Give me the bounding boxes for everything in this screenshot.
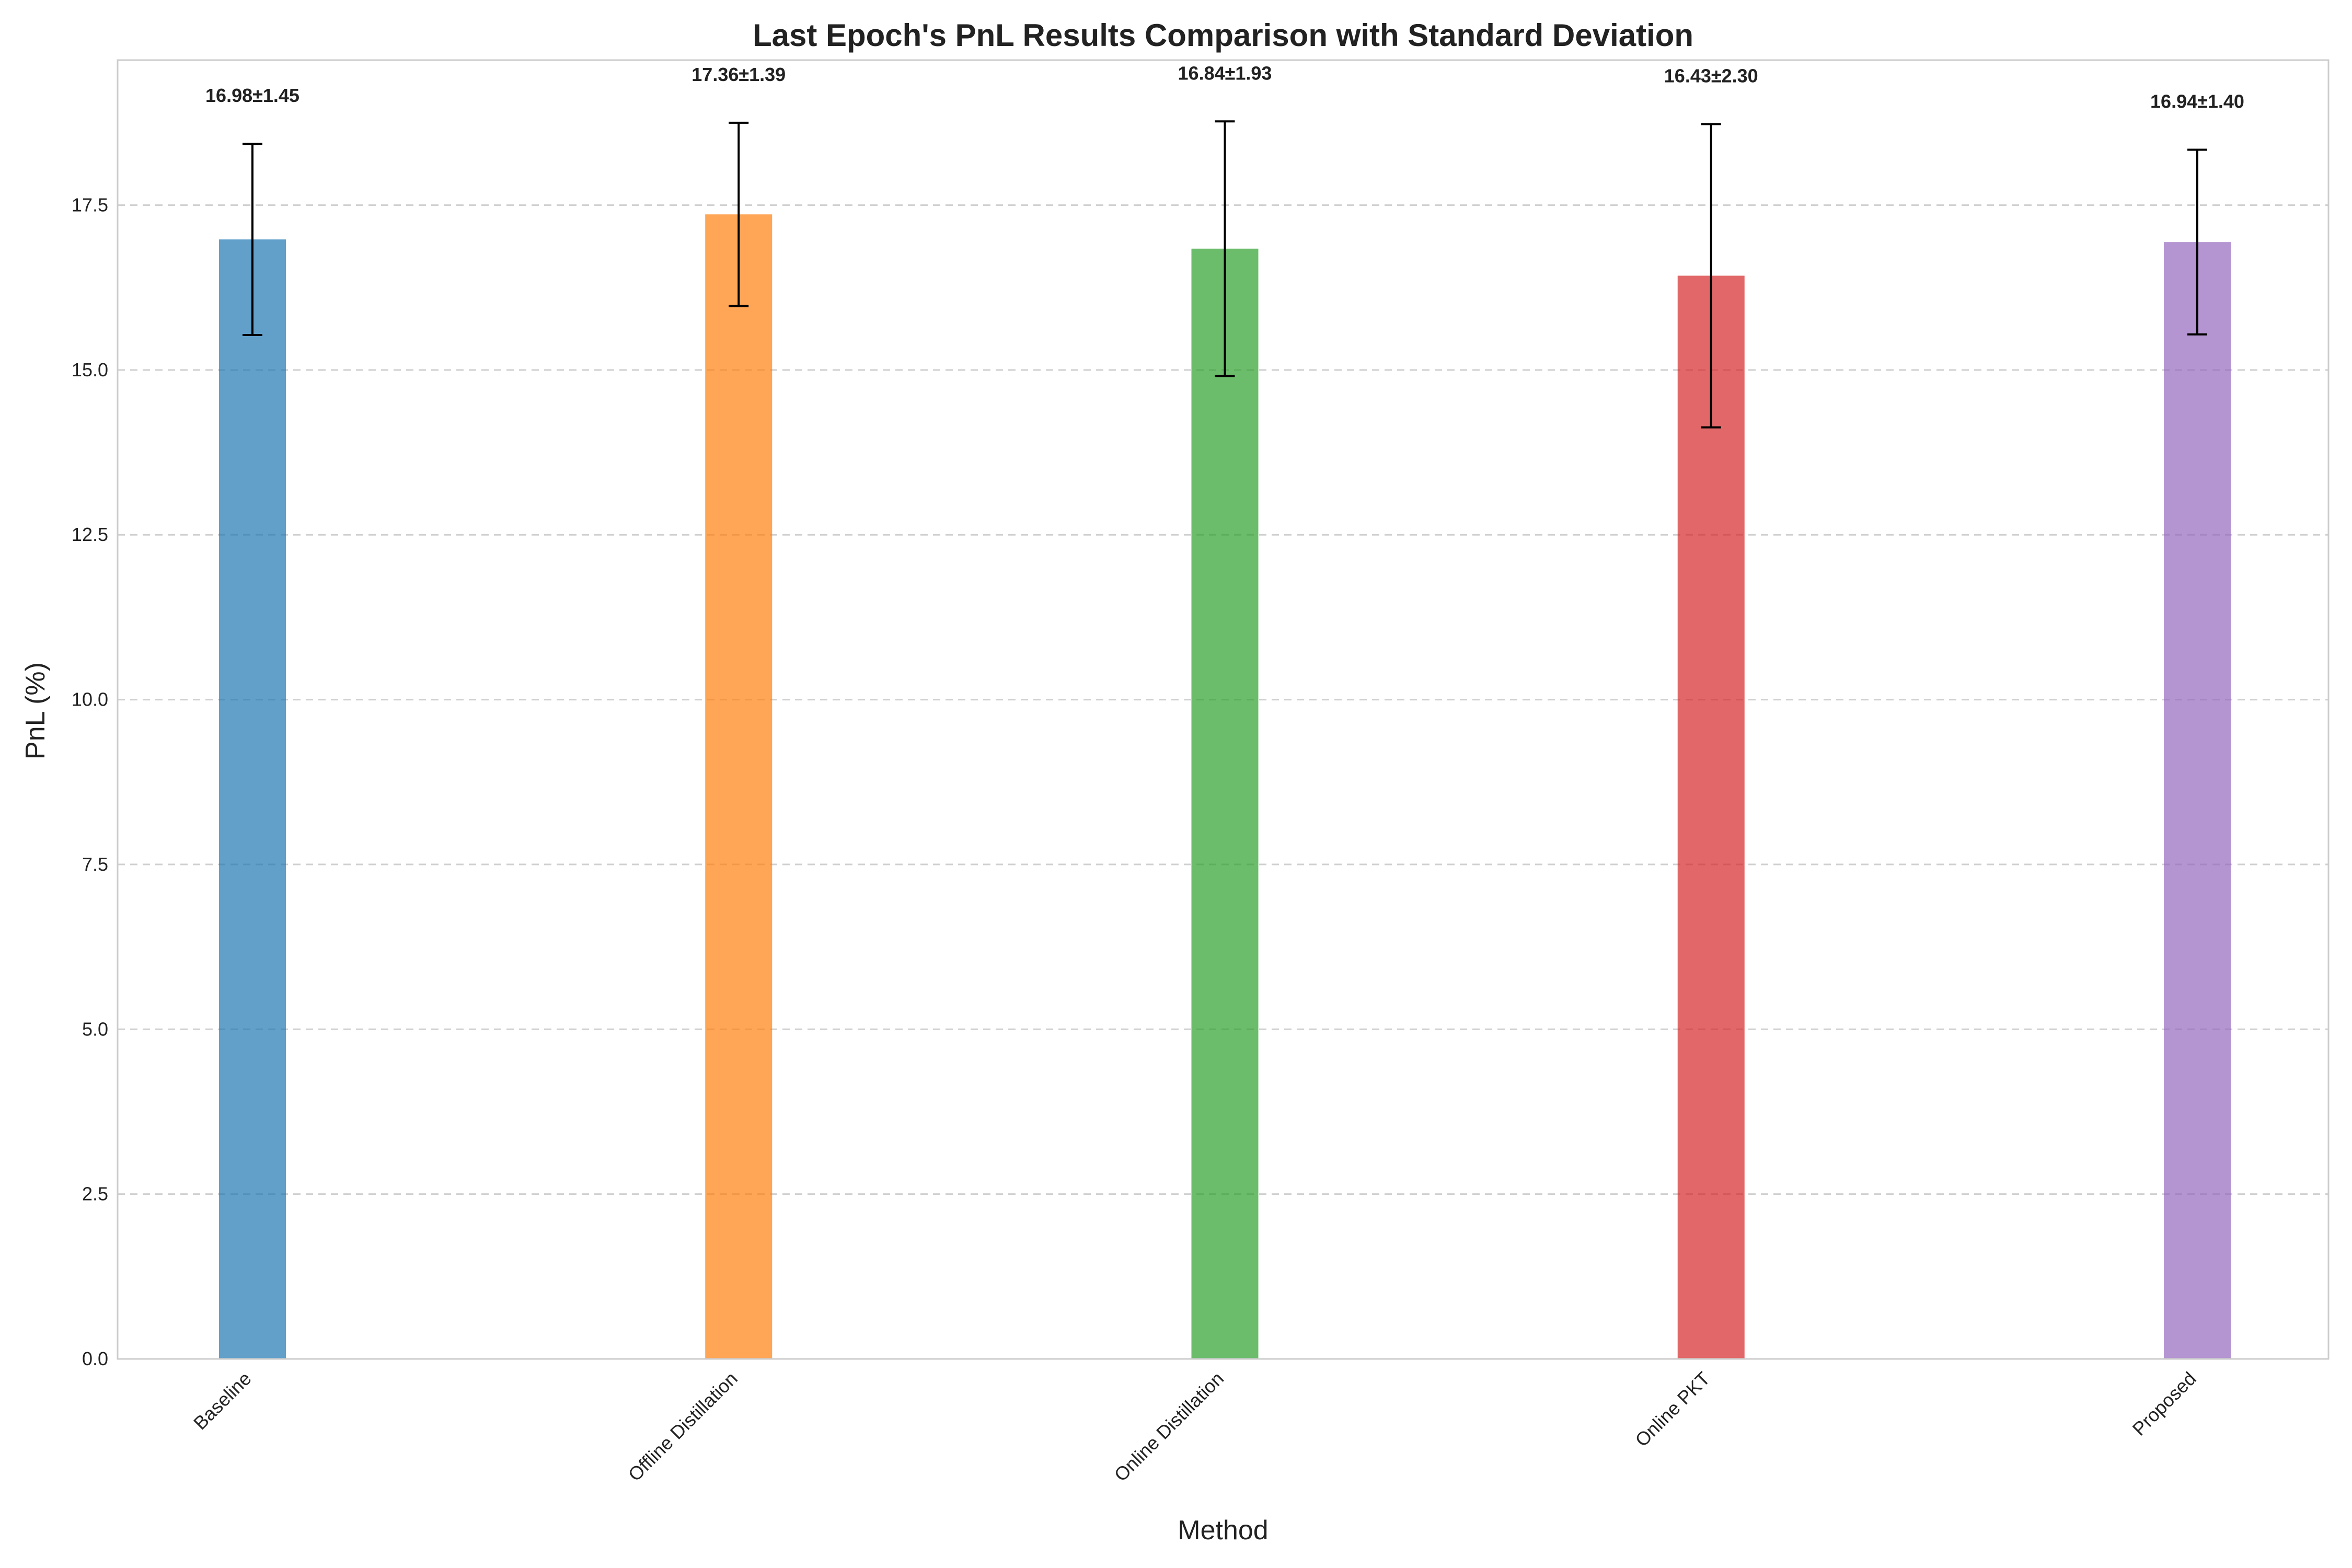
- error-bars: [243, 120, 2207, 429]
- y-tick-label: 17.5: [72, 194, 108, 216]
- data-label-1: 17.36±1.39: [691, 64, 786, 85]
- chart-title: Last Epoch's PnL Results Comparison with…: [753, 18, 1693, 53]
- y-tick-label: 2.5: [82, 1183, 108, 1205]
- bar-4: [2164, 242, 2231, 1359]
- y-tick-label: 5.0: [82, 1018, 108, 1040]
- x-axis-label: Method: [1178, 1515, 1268, 1546]
- y-tick-label: 0.0: [82, 1348, 108, 1369]
- bar-2: [1191, 248, 1259, 1359]
- y-tick-label: 12.5: [72, 524, 108, 545]
- data-label-4: 16.94±1.40: [2150, 91, 2244, 112]
- y-axis-label: PnL (%): [20, 662, 51, 759]
- data-label-2: 16.84±1.93: [1178, 62, 1272, 84]
- y-tick-label: 15.0: [72, 359, 108, 381]
- data-label-0: 16.98±1.45: [205, 85, 299, 106]
- bar-1: [705, 214, 773, 1359]
- bar-3: [1677, 275, 1745, 1359]
- plot-area-frame: [117, 59, 2330, 1360]
- y-tick-label: 10.0: [72, 689, 108, 710]
- bar-0: [219, 239, 286, 1359]
- y-tick-label: 7.5: [82, 854, 108, 875]
- y-tick-labels: 0.0 2.5 5.0 7.5 10.0 12.5 15.0 17.5: [72, 194, 108, 1369]
- data-labels: 16.98±1.45 17.36±1.39 16.84±1.93 16.43±2.30…: [205, 62, 2244, 112]
- data-label-3: 16.43±2.30: [1664, 65, 1758, 86]
- bars: [219, 214, 2231, 1359]
